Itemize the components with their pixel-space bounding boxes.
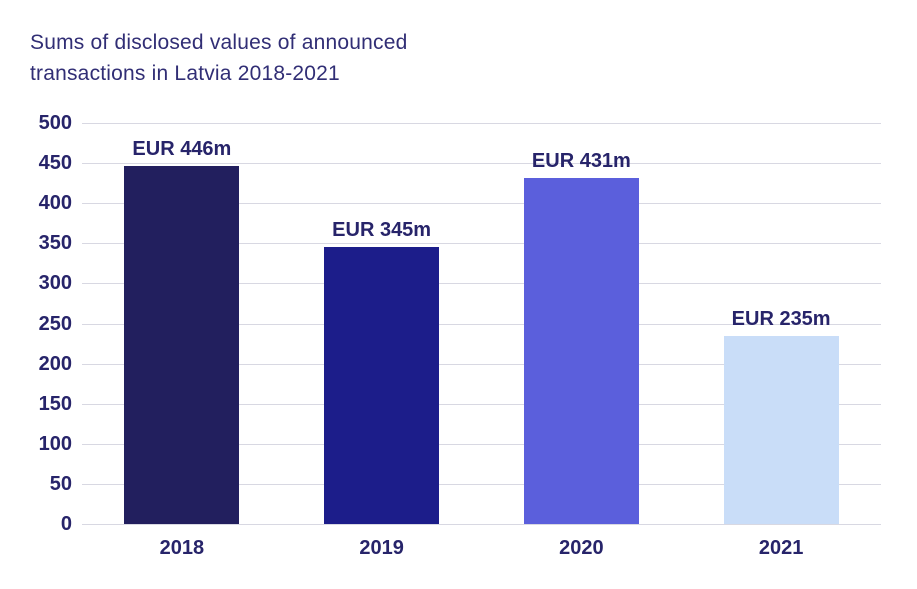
x-axis-label-2018: 2018: [159, 537, 205, 559]
gridline-200: [82, 363, 881, 365]
gridline-350: [82, 243, 881, 245]
y-axis-tick-label-350: 350: [38, 232, 72, 255]
bar-2019: [324, 247, 440, 524]
bar-value-label-2021: EUR 235m: [731, 307, 831, 330]
gridline-300: [82, 283, 881, 285]
y-axis-tick-label-50: 50: [49, 472, 72, 495]
bar-value-label-2018: EUR 446m: [132, 138, 232, 161]
chart-title-line-2: transactions in Latvia 2018-2021: [30, 62, 340, 85]
bar-value-label-2019: EUR 345m: [332, 219, 432, 242]
y-axis-tick-label-150: 150: [38, 392, 72, 415]
y-axis-tick-label-500: 500: [38, 112, 72, 134]
gridline-250: [82, 323, 881, 325]
y-axis-tick-label-250: 250: [38, 312, 72, 335]
bar-2018: [124, 166, 240, 524]
plot-area: [82, 123, 881, 525]
bar-value-label-2020: EUR 431m: [531, 150, 631, 173]
y-axis-tick-label-0: 0: [60, 513, 72, 535]
x-axis-label-2021: 2021: [758, 537, 804, 559]
gridline-500: [82, 123, 881, 124]
y-axis-tick-label-450: 450: [38, 152, 72, 175]
gridline-0: [82, 524, 881, 525]
y-axis-tick-label-200: 200: [38, 352, 72, 375]
y-axis-tick-label-100: 100: [38, 432, 72, 455]
gridline-450: [82, 163, 881, 165]
x-axis-label-2020: 2020: [559, 537, 604, 559]
bar-2020: [523, 178, 639, 524]
chart-title-line-1: Sums of disclosed values of announced: [30, 31, 408, 54]
y-axis-tick-label-400: 400: [38, 192, 72, 215]
bar-2021: [723, 335, 839, 524]
x-axis-label-2019: 2019: [359, 537, 404, 559]
chart-title: Sums of disclosed values of announced tr…: [30, 27, 407, 89]
y-axis-tick-label-300: 300: [38, 272, 72, 295]
gridline-150: [82, 403, 881, 405]
gridline-50: [82, 483, 881, 485]
gridline-400: [82, 203, 881, 205]
gridline-100: [82, 443, 881, 445]
